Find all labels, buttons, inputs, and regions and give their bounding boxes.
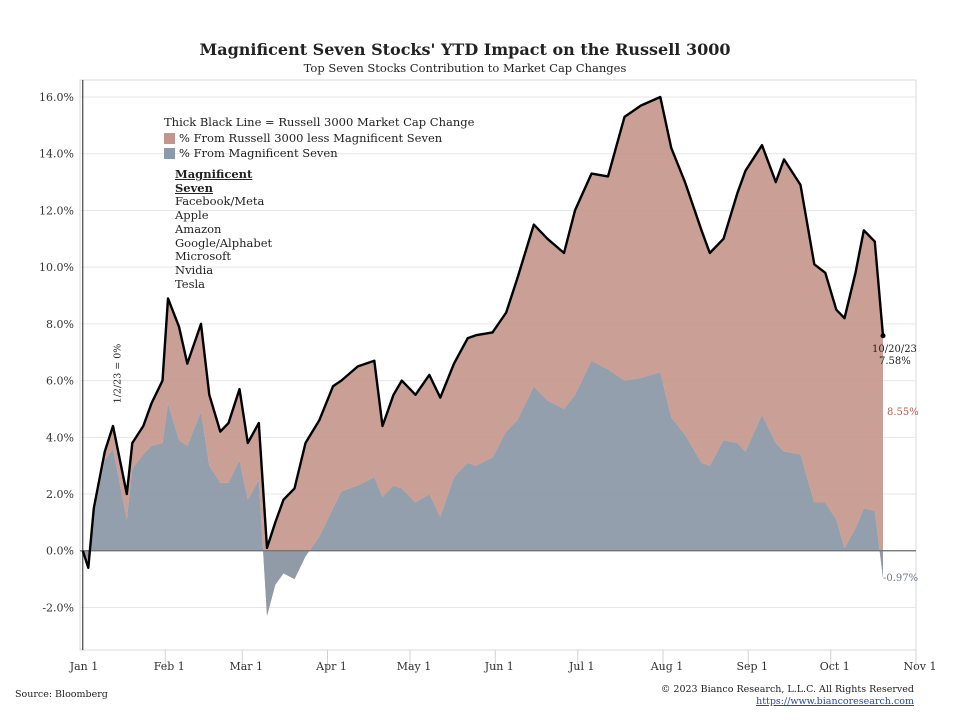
copyright-text: © 2023 Bianco Research, L.L.C. All Right…: [660, 684, 914, 695]
copyright-block: © 2023 Bianco Research, L.L.C. All Right…: [661, 684, 914, 708]
legend-m7-swatch: [164, 148, 175, 160]
x-tick-label: Oct 1: [820, 660, 850, 673]
x-tick-label: Jun 1: [484, 660, 514, 673]
end-rest-label: 8.55%: [887, 407, 919, 418]
legend-m7-label: % From Magnificent Seven: [179, 146, 338, 160]
legend-line-label: Thick Black Line = Russell 3000 Market C…: [164, 115, 475, 129]
x-tick-label: Jul 1: [568, 660, 595, 673]
list-item: Amazon: [175, 221, 222, 236]
plot-frame: [79, 79, 917, 651]
list-item: Google/Alphabet: [175, 235, 273, 250]
y-tick-label: 16.0%: [39, 91, 74, 104]
y-tick-label: 14.0%: [39, 148, 74, 161]
x-tick-label: Nov 1: [904, 660, 937, 673]
x-tick-label: Mar 1: [229, 660, 263, 673]
website-link[interactable]: https://www.biancoresearch.com: [756, 696, 914, 707]
x-tick-label: Sep 1: [736, 660, 768, 673]
magnificent-seven-list: Magnificent Seven Facebook/Meta Apple Am…: [175, 167, 273, 291]
y-tick-label: 10.0%: [39, 261, 74, 274]
legend-rest-swatch: [164, 132, 175, 144]
y-tick-label: 6.0%: [46, 375, 74, 388]
list-item: Tesla: [175, 276, 206, 291]
y-tick-label: 2.0%: [46, 488, 74, 501]
magnificent-seven-heading-1: Magnificent: [175, 167, 253, 181]
y-tick-label: 4.0%: [46, 431, 74, 444]
end-point: [880, 333, 886, 339]
chart-subtitle: Top Seven Stocks Contribution to Market …: [303, 61, 627, 75]
list-item: Nvidia: [175, 262, 214, 277]
x-tick-label: Aug 1: [650, 660, 684, 673]
magnificent-seven-heading-2: Seven: [175, 180, 213, 195]
y-tick-label: 0.0%: [46, 545, 74, 558]
y-tick-label: 8.0%: [46, 318, 74, 331]
x-tick-label: May 1: [397, 660, 432, 673]
end-total-label: 7.58%: [879, 356, 911, 367]
list-item: Facebook/Meta: [175, 194, 265, 209]
list-item: Microsoft: [175, 249, 232, 264]
x-tick-label: Jan 1: [69, 660, 99, 673]
end-date-label: 10/20/23: [872, 344, 917, 355]
legend: Thick Black Line = Russell 3000 Market C…: [164, 115, 474, 162]
y-tick-label: -2.0%: [42, 601, 74, 614]
x-tick-label: Feb 1: [154, 660, 185, 673]
x-tick-label: Apr 1: [315, 660, 347, 673]
series-rest-area: [82, 97, 884, 616]
y-tick-label: 12.0%: [39, 204, 74, 217]
chart-title: Magnificent Seven Stocks' YTD Impact on …: [199, 40, 731, 59]
series-total-line: [81, 95, 885, 569]
end-m7-label: -0.97%: [883, 573, 919, 584]
list-item: Apple: [175, 208, 209, 223]
start-line-label: 1/2/23 = 0%: [112, 343, 124, 404]
source-note: Source: Bloomberg: [15, 689, 108, 700]
legend-rest-label: % From Russell 3000 less Magnificent Sev…: [179, 130, 443, 145]
series-m7-area: [82, 360, 884, 616]
